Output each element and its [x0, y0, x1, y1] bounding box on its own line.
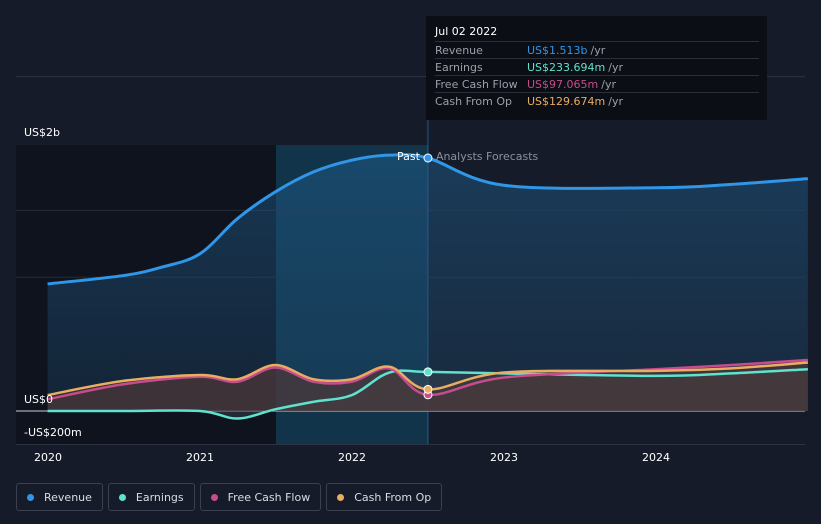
tooltip-date: Jul 02 2022	[435, 25, 498, 38]
tooltip-row-earnings: Earnings US$233.694m /yr	[435, 58, 759, 76]
forecast-label: Analysts Forecasts	[436, 150, 539, 163]
y-axis-label: US$2b	[24, 126, 60, 139]
tooltip-label: Earnings	[435, 61, 483, 74]
chart-legend: Revenue Earnings Free Cash Flow Cash Fro…	[16, 483, 443, 513]
tooltip-value: US$97.065m	[527, 78, 599, 91]
series-line-earnings	[47, 367, 808, 420]
tooltip-unit: /yr	[608, 61, 623, 74]
chart-canvas: US$2b US$0 -US$200m 2020 2021 2022 2023 2024 Pas…	[16, 76, 809, 464]
revenue-dot-icon	[27, 493, 34, 501]
tooltip-value: US$1.513b	[527, 44, 588, 57]
marker-earnings	[423, 367, 433, 377]
free-cash-flow-dot-icon	[210, 493, 218, 501]
tooltip-label: Free Cash Flow	[435, 78, 518, 91]
y-axis-label: -US$200m	[24, 426, 82, 439]
tooltip-unit: /yr	[608, 95, 623, 108]
x-tick-label: 2023	[490, 451, 518, 464]
marker-cash-from-op	[423, 384, 433, 394]
series-line-revenue	[47, 153, 809, 286]
legend-label: Free Cash Flow	[227, 490, 311, 504]
series-area-free-cash-flow	[47, 359, 808, 411]
tooltip-label: Revenue	[435, 44, 483, 57]
tooltip-unit: /yr	[590, 44, 606, 57]
y-axis-label: US$0	[24, 393, 53, 406]
tooltip-value: US$233.694m	[527, 61, 606, 74]
tooltip-row-revenue: Revenue US$1.513b /yr	[435, 41, 759, 59]
legend-item-revenue[interactable]: Revenue	[16, 483, 103, 511]
legend-label: Cash From Op	[354, 490, 432, 504]
legend-item-free-cash-flow[interactable]: Free Cash Flow	[199, 483, 322, 511]
tooltip-unit: /yr	[601, 78, 616, 91]
tooltip-value: US$129.674m	[527, 95, 606, 108]
tooltip-row-free-cash-flow: Free Cash Flow US$97.065m /yr	[435, 75, 759, 93]
legend-label: Revenue	[44, 490, 92, 504]
tooltip-row-cash-from-op: Cash From Op US$129.674m /yr	[435, 92, 759, 110]
legend-item-cash-from-op[interactable]: Cash From Op	[326, 483, 443, 511]
earnings-dot-icon	[118, 493, 126, 501]
cash-from-op-dot-icon	[337, 493, 345, 501]
chart-tooltip: Jul 02 2022 Revenue US$1.513b /yr Earnin…	[426, 16, 767, 120]
legend-label: Earnings	[135, 490, 184, 504]
marker-revenue	[423, 153, 433, 163]
x-tick-label: 2024	[642, 451, 670, 464]
series-line-cash-from-op	[47, 361, 808, 397]
tooltip-label: Cash From Op	[435, 95, 513, 108]
x-tick-label: 2020	[34, 451, 62, 464]
legend-item-earnings[interactable]: Earnings	[107, 483, 195, 511]
past-label: Past	[397, 150, 421, 163]
x-tick-label: 2021	[186, 451, 214, 464]
x-tick-label: 2022	[338, 451, 366, 464]
series-line-free-cash-flow	[47, 358, 808, 401]
